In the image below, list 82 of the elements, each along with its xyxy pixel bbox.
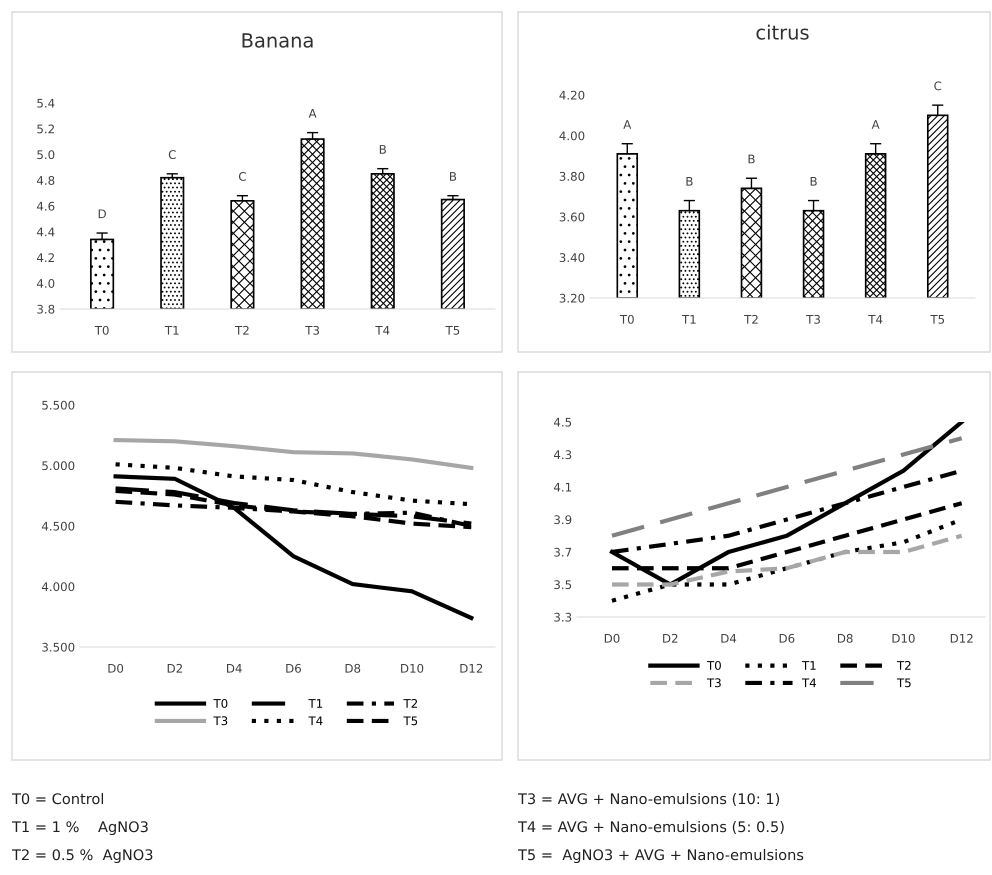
y-tick-label: 5.500 <box>42 400 74 410</box>
y-tick-label: 3.5 <box>554 580 572 590</box>
y-tick-label: 3.3 <box>554 612 572 622</box>
x-tick-label: T1 <box>682 315 696 324</box>
y-tick-label: 4.3 <box>554 450 572 460</box>
legend-label: T5 <box>403 716 418 726</box>
x-tick-label: D4 <box>227 664 242 673</box>
x-tick-label: T3 <box>806 314 820 324</box>
x-tick-label: T4 <box>868 315 882 324</box>
x-tick-label: T3 <box>305 326 319 335</box>
y-tick-label: 5.2 <box>37 124 54 134</box>
x-tick-label: T2 <box>744 314 758 324</box>
text: T0 = Control <box>12 792 104 804</box>
y-tick-label: 5.0 <box>37 150 54 160</box>
annotation: B <box>748 154 755 164</box>
annotation: D <box>98 209 106 218</box>
text: T1 = 1 % AgNO3 <box>12 821 148 836</box>
legend-label: T5 <box>896 678 911 688</box>
annotation: B <box>380 145 386 154</box>
y-tick-label: 3.7 <box>554 548 572 557</box>
y-tick-label: 3.40 <box>560 253 584 262</box>
x-tick-label: T5 <box>930 315 944 324</box>
annotation: B <box>450 172 456 181</box>
x-tick-label: D4 <box>721 634 736 643</box>
x-tick-label: T1 <box>164 326 179 335</box>
text: T3 = AVG + Nano-emulsions (10: 1) <box>518 792 780 806</box>
y-tick-label: 4.0 <box>36 278 54 288</box>
legend-label: T1 <box>308 699 322 708</box>
x-tick-label: T2 <box>235 326 249 335</box>
legend-label: T0 <box>213 698 228 708</box>
legend-label: T2 <box>403 698 418 708</box>
x-tick-label: T4 <box>375 326 390 335</box>
annotation: B <box>686 177 693 186</box>
legend-label: T3 <box>213 716 228 726</box>
y-tick-label: 3.8 <box>37 304 54 314</box>
y-tick-label: 4.1 <box>554 482 572 492</box>
y-tick-label: 5.4 <box>37 98 54 108</box>
x-tick-label: T0 <box>94 326 109 335</box>
x-tick-label: D6 <box>286 664 301 673</box>
y-tick-label: 3.20 <box>560 294 584 303</box>
y-tick-label: 4.5 <box>554 418 572 427</box>
legend-label: T3 <box>706 678 721 688</box>
x-tick-label: T0 <box>620 314 634 324</box>
x-tick-label: D2 <box>663 634 678 643</box>
chart-title: citrus <box>756 24 809 40</box>
text: T2 = 0.5 % AgNO3 <box>12 849 152 864</box>
annotation: C <box>168 150 176 160</box>
x-tick-label: D10 <box>892 634 915 643</box>
x-tick-label: D0 <box>604 634 620 643</box>
y-tick-label: 4.000 <box>42 582 74 592</box>
y-tick-label: 3.80 <box>560 172 584 181</box>
annotation: A <box>623 120 632 129</box>
annotation: A <box>308 109 317 118</box>
y-tick-label: 4.00 <box>559 131 584 140</box>
y-tick-label: 5.000 <box>42 461 74 470</box>
annotation: A <box>872 120 880 129</box>
y-tick-label: 3.60 <box>560 212 584 222</box>
legend-label: T4 <box>802 678 816 688</box>
y-tick-label: 3.9 <box>554 515 572 524</box>
x-tick-label: D6 <box>780 634 794 643</box>
x-tick-label: D2 <box>168 664 182 673</box>
x-tick-label: T5 <box>446 326 460 335</box>
y-tick-label: 4.500 <box>42 522 74 531</box>
y-tick-label: 4.20 <box>559 90 584 100</box>
y-tick-label: 3.500 <box>42 642 74 652</box>
x-tick-label: D0 <box>108 664 124 673</box>
x-tick-label: D8 <box>346 664 360 673</box>
chart-title: Banana <box>242 33 313 48</box>
x-tick-label: D10 <box>401 664 424 673</box>
text: T5 = AgNO3 + AVG + Nano-emulsions <box>518 848 804 864</box>
y-tick-label: 4.2 <box>36 253 54 262</box>
x-tick-label: D8 <box>838 634 853 643</box>
y-tick-label: 4.6 <box>36 202 54 211</box>
x-tick-label: D12 <box>460 664 482 673</box>
annotation: C <box>934 81 942 90</box>
legend-label: T4 <box>308 716 323 726</box>
y-tick-label: 4.4 <box>36 228 54 236</box>
y-tick-label: 4.8 <box>36 176 54 185</box>
text: T4 = AVG + Nano-emulsions (5: 0.5) <box>518 820 784 834</box>
x-tick-label: D12 <box>950 634 973 643</box>
annotation: C <box>238 172 246 181</box>
annotation: B <box>810 177 817 186</box>
